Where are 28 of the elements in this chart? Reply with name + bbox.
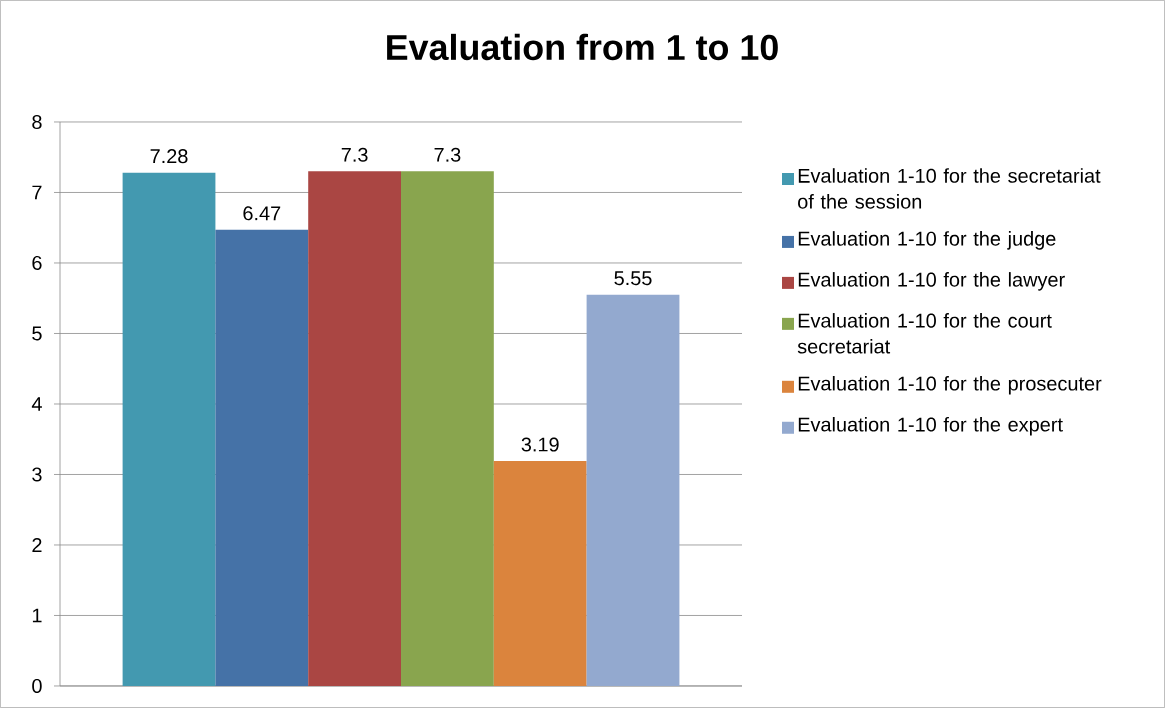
y-tick-label: 5 [32,326,42,341]
bar [215,229,309,686]
legend-label: Evaluation 1-10 for the prosecuter [798,376,1102,395]
legend-label: Evaluation 1-10 for the secretariat of the session [798,168,1101,209]
bar [401,171,494,686]
legend-label: Evaluation 1-10 for the expert [798,416,1063,436]
legend-label: Evaluation 1-10 for the judge [798,231,1056,250]
chart-title: Evaluation from 1 to 10 [387,33,778,61]
legend-label: Evaluation 1-10 for the lawyer [798,272,1065,291]
data-label: 7.3 [341,147,368,162]
data-label: 7.3 [434,147,461,162]
data-label: 3.19 [521,437,559,452]
bar [586,294,680,686]
y-tick-label: 2 [32,538,42,552]
y-tick-label: 7 [32,185,42,200]
y-tick-label: 0 [32,678,42,694]
y-tick-label: 1 [32,608,42,623]
data-label: 5.55 [614,271,652,286]
bar [122,172,216,686]
data-label: 6.47 [243,206,281,221]
legend-label: Evaluation 1-10 for the court secretariat [797,313,1052,354]
y-tick-label: 4 [31,397,42,411]
data-label: 7.28 [150,149,188,164]
bar [308,171,402,686]
y-tick-label: 6 [32,255,42,271]
bar [493,461,587,686]
y-tick-label: 8 [32,114,42,130]
y-tick-label: 3 [32,467,42,482]
